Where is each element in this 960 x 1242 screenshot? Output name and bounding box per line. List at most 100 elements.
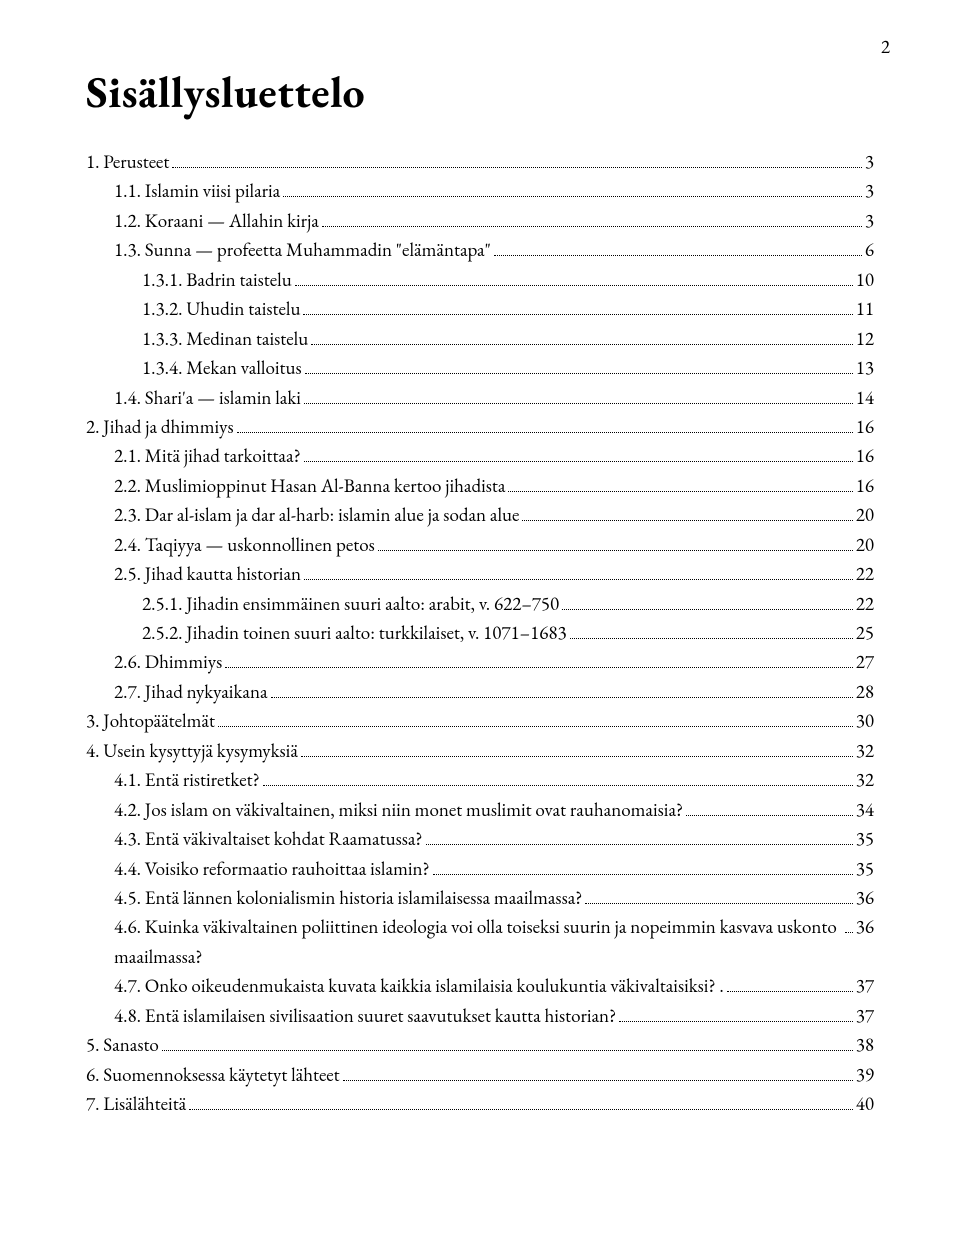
toc-entry-page: 37: [856, 1001, 874, 1030]
toc-entry-page: 38: [856, 1030, 874, 1059]
toc-leader: [189, 1109, 852, 1110]
toc-entry-label: 7. Lisälähteitä: [86, 1089, 186, 1118]
toc-entry: 1.3.3. Medinan taistelu12: [86, 324, 874, 353]
toc-leader: [845, 932, 853, 933]
toc-entry-label: 2.7. Jihad nykyaikana: [114, 677, 268, 706]
toc-entry-page: 34: [856, 795, 874, 824]
toc-entry: 2.6. Dhimmiys27: [86, 647, 874, 676]
toc-entry-label: 1.2. Koraani — Allahin kirja: [114, 206, 319, 235]
toc-entry-page: 39: [856, 1060, 874, 1089]
toc-entry-label: 4.1. Entä ristiretket?: [114, 765, 260, 794]
toc-entry-page: 6: [865, 235, 874, 264]
toc-entry: 2.5. Jihad kautta historian 22: [86, 559, 874, 588]
toc-entry-page: 16: [856, 412, 874, 441]
toc-leader: [304, 579, 853, 580]
toc-leader: [172, 167, 862, 168]
toc-entry-label: 4. Usein kysyttyjä kysymyksiä: [86, 736, 298, 765]
toc-entry-label: 4.2. Jos islam on väkivaltainen, miksi n…: [114, 795, 683, 824]
toc-leader: [304, 461, 853, 462]
toc-leader: [225, 667, 853, 668]
toc-entry-label: 1. Perusteet: [86, 147, 169, 176]
toc-entry-page: 22: [856, 559, 874, 588]
toc-leader: [263, 785, 853, 786]
toc-entry-label: 2.1. Mitä jihad tarkoittaa?: [114, 441, 301, 470]
toc-leader: [271, 697, 853, 698]
toc-entry-label: 2.2. Muslimioppinut Hasan Al-Banna kerto…: [114, 471, 505, 500]
toc-leader: [686, 815, 853, 816]
toc-entry-page: 35: [856, 854, 874, 883]
toc-entry-page: 35: [856, 824, 874, 853]
toc-entry-label: 2. Jihad ja dhimmiys: [86, 412, 234, 441]
toc-entry-label: 2.6. Dhimmiys: [114, 647, 222, 676]
toc-entry-page: 10: [856, 265, 874, 294]
toc-entry-label: 2.5. Jihad kautta historian: [114, 559, 301, 588]
toc-entry: 2.1. Mitä jihad tarkoittaa? 16: [86, 441, 874, 470]
toc-entry-page: 20: [856, 530, 874, 559]
toc-entry: 4.6. Kuinka väkivaltainen poliittinen id…: [86, 912, 874, 971]
toc-entry-label: 5. Sanasto: [86, 1030, 159, 1059]
toc-leader: [311, 344, 853, 345]
page-number: 2: [881, 34, 890, 59]
toc-leader: [585, 903, 852, 904]
toc-entry-label: 2.3. Dar al-islam ja dar al-harb: islami…: [114, 500, 519, 529]
toc-entry: 1.2. Koraani — Allahin kirja3: [86, 206, 874, 235]
toc-leader: [494, 255, 862, 256]
page: 2 Sisällysluettelo 1. Perusteet 3 1.1. Isl…: [0, 0, 960, 1242]
toc-leader: [162, 1050, 853, 1051]
toc-entry-label: 1.3.2. Uhudin taistelu: [142, 294, 300, 323]
toc-entry-label: 4.5. Entä lännen kolonialismin historia …: [114, 883, 582, 912]
toc-entry-label: 3. Johtopäätelmät: [86, 706, 215, 735]
toc-entry-label: 4.7. Onko oikeudenmukaista kuvata kaikki…: [114, 971, 724, 1000]
toc-leader: [237, 432, 853, 433]
toc-entry: 4.2. Jos islam on väkivaltainen, miksi n…: [86, 795, 874, 824]
toc-leader: [426, 844, 853, 845]
toc-entry: 4.7. Onko oikeudenmukaista kuvata kaikki…: [86, 971, 874, 1000]
toc-leader: [433, 874, 853, 875]
toc-leader: [303, 314, 852, 315]
toc-entry-page: 40: [856, 1089, 874, 1118]
toc-entry-page: 13: [856, 353, 874, 382]
toc-entry-page: 14: [856, 383, 874, 412]
toc-leader: [304, 403, 853, 404]
toc-entry-page: 36: [856, 883, 874, 912]
toc-entry-page: 20: [856, 500, 874, 529]
toc-entry-page: 30: [856, 706, 874, 735]
toc-entry-label: 1.1. Islamin viisi pilaria: [114, 176, 280, 205]
toc-entry-page: 11: [856, 294, 874, 323]
toc-leader: [508, 491, 852, 492]
toc-entry-label: 4.3. Entä väkivaltaiset kohdat Raamatuss…: [114, 824, 423, 853]
toc-entry: 2.7. Jihad nykyaikana 28: [86, 677, 874, 706]
toc-entry: 3. Johtopäätelmät 30: [86, 706, 874, 735]
toc-entry: 4.1. Entä ristiretket? 32: [86, 765, 874, 794]
toc-entry: 2.4. Taqiyya — uskonnollinen petos20: [86, 530, 874, 559]
toc-entry-label: 1.3.1. Badrin taistelu: [142, 265, 292, 294]
toc-entry-page: 22: [856, 589, 874, 618]
toc-entry: 1.4. Shari'a — islamin laki14: [86, 383, 874, 412]
toc-leader: [522, 520, 852, 521]
toc-entry: 1. Perusteet 3: [86, 147, 874, 176]
toc-entry-label: 2.5.2. Jihadin toinen suuri aalto: turkk…: [142, 618, 567, 647]
toc-leader: [283, 196, 862, 197]
toc-entry: 4. Usein kysyttyjä kysymyksiä 32: [86, 736, 874, 765]
toc-entry: 5. Sanasto 38: [86, 1030, 874, 1059]
toc-leader: [305, 373, 853, 374]
toc-entry-page: 16: [856, 441, 874, 470]
toc-entry-page: 3: [865, 147, 874, 176]
toc-leader: [570, 638, 853, 639]
toc-entry-page: 16: [856, 471, 874, 500]
toc-entry-page: 28: [856, 677, 874, 706]
toc-entry-page: 3: [865, 176, 874, 205]
toc-entry-page: 32: [856, 736, 874, 765]
toc-entry: 4.8. Entä islamilaisen sivilisaation suu…: [86, 1001, 874, 1030]
toc-entry: 7. Lisälähteitä 40: [86, 1089, 874, 1118]
toc-entry-label: 1.3. Sunna — profeetta Muhammadin "elämä…: [114, 235, 491, 264]
toc-entry: 2.2. Muslimioppinut Hasan Al-Banna kerto…: [86, 471, 874, 500]
toc-leader: [301, 756, 853, 757]
toc-entry: 1.3.1. Badrin taistelu 10: [86, 265, 874, 294]
toc-leader: [619, 1021, 853, 1022]
toc-entry-label: 4.8. Entä islamilaisen sivilisaation suu…: [114, 1001, 616, 1030]
toc-entry: 2.3. Dar al-islam ja dar al-harb: islami…: [86, 500, 874, 529]
toc-entry-page: 32: [856, 765, 874, 794]
page-title: Sisällysluettelo: [86, 64, 874, 121]
toc-entry: 2. Jihad ja dhimmiys 16: [86, 412, 874, 441]
